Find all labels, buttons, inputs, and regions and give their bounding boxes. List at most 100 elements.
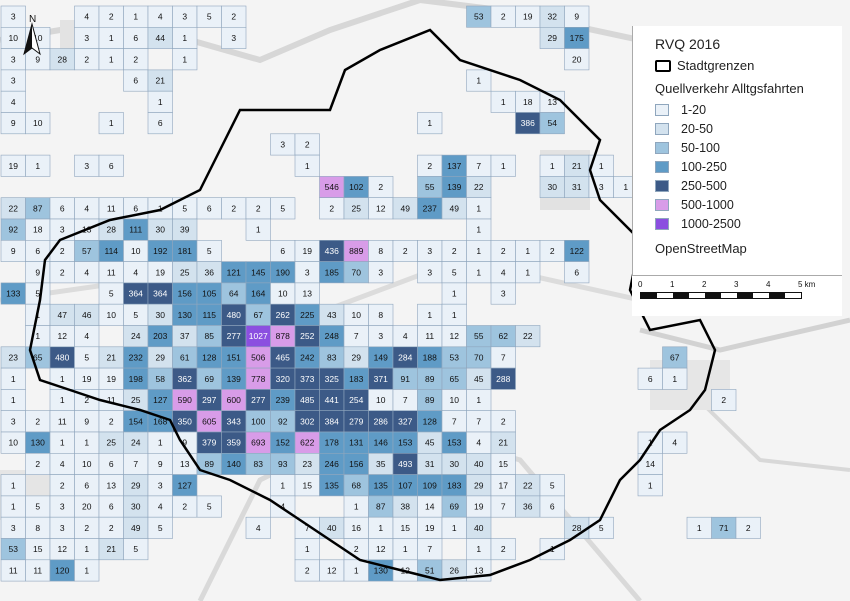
grid-cell-value: 128 bbox=[423, 416, 437, 426]
grid-cell-fill bbox=[245, 218, 271, 241]
grid-cell-value: 6 bbox=[280, 246, 285, 256]
grid-cell: 153 bbox=[441, 431, 467, 454]
grid-cell-value: 14 bbox=[646, 459, 656, 469]
grid-cell-value: 168 bbox=[153, 416, 167, 426]
grid-cell: 25 bbox=[98, 431, 124, 454]
grid-cell-value: 11 bbox=[9, 565, 18, 575]
grid-cell-value: 10 bbox=[33, 33, 43, 43]
grid-cell-fill bbox=[637, 474, 663, 497]
grid-cell: 49 bbox=[441, 197, 467, 220]
grid-cell: 4 bbox=[49, 452, 75, 475]
grid-cell: 19 bbox=[515, 5, 541, 28]
grid-cell: 546 bbox=[319, 176, 345, 198]
grid-cell: 7 bbox=[466, 410, 492, 433]
grid-cell-value: 1 bbox=[280, 480, 285, 490]
grid-cell-fill bbox=[98, 154, 124, 177]
grid-cell-value: 30 bbox=[156, 225, 166, 235]
grid-cell-value: 1 bbox=[133, 12, 138, 22]
grid-cell: 87 bbox=[25, 197, 51, 220]
grid-cell-value: 5 bbox=[35, 502, 40, 512]
grid-cell-value: 6 bbox=[133, 203, 138, 213]
grid-cell: 4 bbox=[490, 261, 516, 284]
grid-cell-value: 3 bbox=[280, 139, 285, 149]
grid-cell: 19 bbox=[466, 495, 492, 518]
grid-cell-value: 2 bbox=[109, 416, 114, 426]
grid-cell: 4 bbox=[123, 261, 149, 284]
grid-cell: 889 bbox=[343, 240, 369, 262]
grid-cell: 5 bbox=[98, 282, 124, 305]
grid-cell-value: 6 bbox=[133, 76, 138, 86]
grid-cell-value: 1 bbox=[60, 438, 65, 448]
grid-cell-value: 45 bbox=[474, 374, 484, 384]
grid-cell: 2 bbox=[417, 154, 443, 177]
grid-cell: 2 bbox=[319, 197, 345, 220]
grid-cell-value: 1 bbox=[623, 182, 628, 192]
scale-segment bbox=[721, 293, 737, 298]
grid-cell: 153 bbox=[392, 431, 418, 454]
grid-cell: 5 bbox=[588, 516, 614, 539]
grid-cell: 31 bbox=[417, 452, 443, 475]
grid-cell: 2 bbox=[294, 133, 320, 156]
grid-cell: 5 bbox=[25, 495, 51, 518]
grid-cell-value: 1 bbox=[11, 502, 16, 512]
grid-cell-value: 25 bbox=[180, 267, 190, 277]
grid-cell-fill bbox=[294, 154, 320, 177]
grid-cell-value: 320 bbox=[276, 374, 290, 384]
grid-cell: 139 bbox=[441, 176, 467, 198]
grid-cell-value: 24 bbox=[131, 438, 141, 448]
grid-cell-fill bbox=[735, 516, 761, 539]
grid-cell-value: 1 bbox=[256, 225, 261, 235]
grid-cell-value: 546 bbox=[325, 182, 339, 192]
grid-cell-value: 6 bbox=[60, 203, 65, 213]
grid-cell-value: 15 bbox=[33, 544, 43, 554]
grid-cell-value: 4 bbox=[672, 438, 677, 448]
grid-cell-value: 12 bbox=[58, 331, 68, 341]
boundary-swatch bbox=[655, 59, 671, 72]
grid-cell-value: 89 bbox=[425, 395, 435, 405]
grid-cell-fill bbox=[147, 516, 173, 539]
grid-cell: 9 bbox=[74, 410, 100, 433]
grid-cell-value: 190 bbox=[276, 267, 290, 277]
grid-cell: 5 bbox=[196, 495, 222, 518]
grid-cell: 6 bbox=[98, 495, 124, 518]
grid-cell-value: 1 bbox=[525, 267, 530, 277]
grid-cell: 8 bbox=[368, 240, 394, 262]
grid-cell-value: 1 bbox=[84, 438, 89, 448]
grid-cell-value: 68 bbox=[352, 480, 362, 490]
grid-cell-value: 55 bbox=[474, 331, 484, 341]
grid-cell: 24 bbox=[123, 325, 149, 348]
grid-cell: 350 bbox=[172, 410, 198, 433]
grid-cell: 11 bbox=[49, 410, 75, 433]
grid-cell: 693 bbox=[245, 431, 271, 454]
grid-cell-value: 1 bbox=[476, 76, 481, 86]
grid-cell: 441 bbox=[319, 389, 345, 411]
grid-cell: 6 bbox=[49, 197, 75, 220]
grid-cell-value: 9 bbox=[35, 54, 40, 64]
grid-cell-value: 3 bbox=[84, 161, 89, 171]
grid-cell-value: 69 bbox=[205, 374, 215, 384]
grid-cell-value: 379 bbox=[202, 438, 216, 448]
grid-cell-value: 1 bbox=[476, 246, 481, 256]
grid-cell: 19 bbox=[147, 261, 173, 284]
grid-cell-value: 7 bbox=[403, 395, 408, 405]
grid-cell-value: 279 bbox=[349, 416, 363, 426]
grid-cell: 3 bbox=[0, 516, 26, 539]
grid-cell-value: 5 bbox=[133, 310, 138, 320]
grid-cell-value: 139 bbox=[227, 374, 241, 384]
grid-cell-value: 262 bbox=[276, 310, 290, 320]
grid-cell-value: 6 bbox=[648, 374, 653, 384]
legend-class-row: 1-20 bbox=[655, 100, 842, 119]
grid-cell-value: 2 bbox=[84, 54, 89, 64]
grid-cell-value: 1 bbox=[378, 523, 383, 533]
grid-cell: 6 bbox=[123, 69, 149, 92]
grid-cell: 1 bbox=[441, 303, 467, 326]
grid-cell: 2 bbox=[711, 389, 737, 411]
grid-cell-value: 19 bbox=[9, 161, 19, 171]
legend-class-row: 100-250 bbox=[655, 157, 842, 176]
grid-cell-value: 3 bbox=[378, 331, 383, 341]
grid-cell: 3 bbox=[0, 410, 26, 433]
grid-cell-value: 12 bbox=[450, 331, 460, 341]
grid-cell-value: 436 bbox=[325, 246, 339, 256]
grid-cell-value: 9 bbox=[11, 246, 16, 256]
scale-tick-label: 5 km bbox=[798, 280, 816, 289]
